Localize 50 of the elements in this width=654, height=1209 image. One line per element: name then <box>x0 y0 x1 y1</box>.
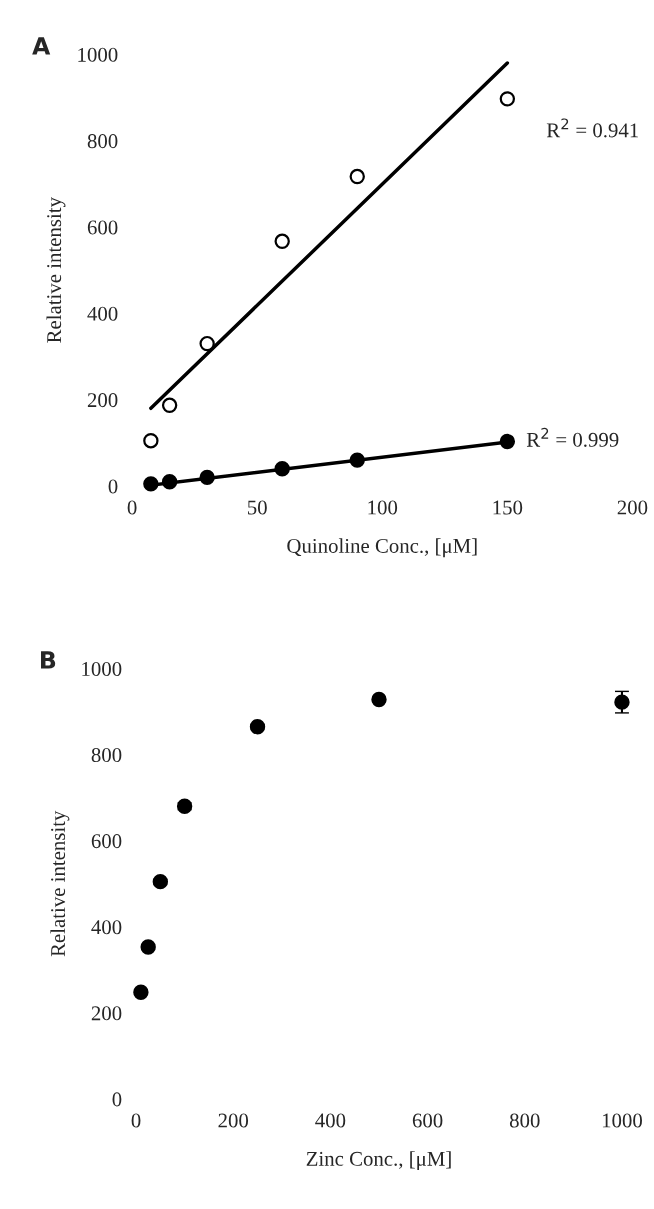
x-tick-label: 200 <box>617 500 648 515</box>
point <box>176 798 193 815</box>
point <box>161 397 178 414</box>
point <box>143 476 159 492</box>
x-axis-title: Zinc Conc., [μM] <box>306 1151 451 1171</box>
point <box>274 233 290 249</box>
x-tick-label: 1000 <box>602 1113 642 1128</box>
x-tick-label: 0 <box>131 1113 141 1128</box>
point <box>614 694 630 710</box>
y-tick-label: 400 <box>91 920 122 935</box>
x-axis-title: Quinoline Conc., [μM] <box>287 538 477 558</box>
y-axis-title: Relative intensity <box>50 810 70 957</box>
y-axis-title: Relative intensity <box>46 197 66 343</box>
annotation: R$^{2}$ = 0.999 <box>526 427 619 447</box>
y-tick-label: 200 <box>91 1006 122 1021</box>
point <box>140 939 156 955</box>
y-tick-label: 800 <box>91 748 122 763</box>
point <box>199 469 215 486</box>
y-tick-label: 600 <box>87 220 118 235</box>
x-tick-label: 0 <box>127 500 137 515</box>
y-tick-label: 1000 <box>82 661 122 677</box>
x-tick-label: 100 <box>368 500 398 515</box>
x-tick-label: 600 <box>412 1113 443 1128</box>
point <box>161 474 178 490</box>
point <box>133 984 149 1000</box>
x-tick-label: 50 <box>247 500 267 515</box>
point <box>143 433 159 449</box>
y-tick-label: 0 <box>108 479 118 494</box>
point <box>249 718 266 735</box>
point <box>349 452 365 468</box>
point <box>199 335 215 352</box>
x-tick-label: 150 <box>493 500 523 515</box>
y-tick-label: 200 <box>87 393 118 408</box>
point <box>371 691 387 708</box>
x-tick-label: 200 <box>218 1113 249 1128</box>
y-tick-label: 1000 <box>78 47 118 62</box>
y-tick-label: 400 <box>87 306 118 321</box>
x-tick-label: 800 <box>509 1113 540 1128</box>
annotation: R$^{2}$ = 0.941 <box>546 118 638 138</box>
x-tick-label: 400 <box>315 1113 346 1128</box>
point <box>152 873 169 890</box>
chart-title: B <box>41 651 56 669</box>
point <box>274 461 290 477</box>
chart-title: A <box>32 37 51 55</box>
point <box>499 433 516 450</box>
y-tick-label: 600 <box>91 834 122 849</box>
point <box>349 168 365 185</box>
point <box>499 91 516 107</box>
y-tick-label: 800 <box>87 134 118 149</box>
y-tick-label: 0 <box>112 1092 122 1107</box>
